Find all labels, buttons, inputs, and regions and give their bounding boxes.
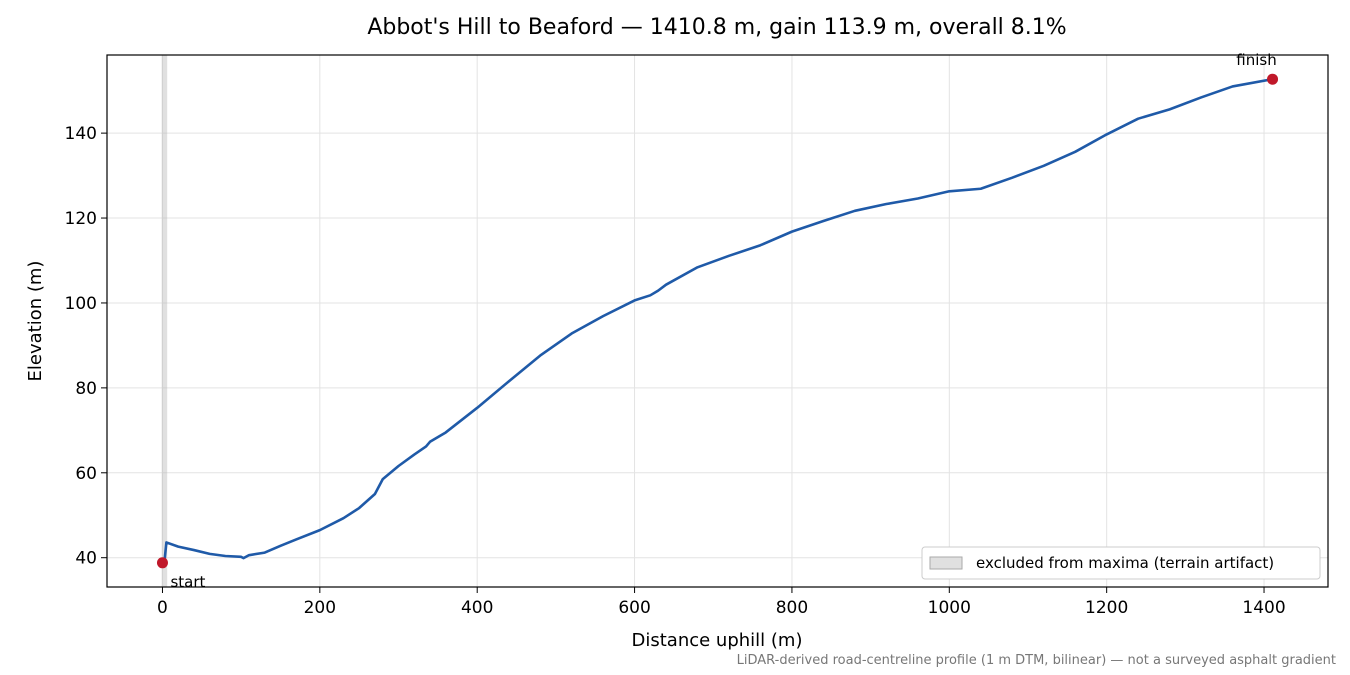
- x-tick-label: 0: [157, 598, 168, 618]
- marker-label: start: [170, 573, 205, 591]
- x-tick-label: 1400: [1242, 598, 1285, 618]
- marker-point: [1267, 73, 1279, 85]
- legend-box: [921, 546, 1321, 580]
- y-tick-label: 120: [65, 209, 97, 229]
- x-tick-label: 200: [304, 598, 336, 618]
- y-tick-label: 80: [75, 379, 97, 399]
- marker-point: [156, 557, 168, 569]
- legend-swatch: [929, 556, 963, 570]
- x-tick-label: 1200: [1085, 598, 1128, 618]
- x-tick-label: 600: [618, 598, 650, 618]
- y-tick-label: 100: [65, 294, 97, 314]
- x-tick-label: 400: [461, 598, 493, 618]
- footnote: LiDAR-derived road-centreline profile (1…: [737, 653, 1336, 668]
- legend-label: excluded from maxima (terrain artifact): [976, 554, 1274, 572]
- axes-frame: [106, 54, 1329, 588]
- excluded-span: [161, 55, 168, 587]
- x-tick-label: 800: [776, 598, 808, 618]
- y-tick-label: 40: [75, 549, 97, 569]
- marker-label: finish: [1236, 51, 1276, 69]
- y-tick-label: 140: [65, 124, 97, 144]
- x-axis-label: Distance uphill (m): [632, 630, 803, 651]
- elevation-line: [161, 77, 1273, 564]
- y-axis-label: Elevation (m): [25, 261, 46, 382]
- y-tick-label: 60: [75, 464, 97, 484]
- x-tick-label: 1000: [928, 598, 971, 618]
- chart-title: Abbot's Hill to Beaford — 1410.8 m, gain…: [367, 15, 1066, 40]
